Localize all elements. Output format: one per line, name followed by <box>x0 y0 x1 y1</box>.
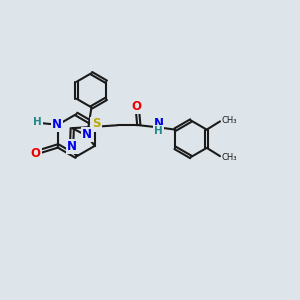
Text: N: N <box>82 128 92 141</box>
Text: CH₃: CH₃ <box>221 152 237 161</box>
Text: H: H <box>154 126 163 136</box>
Text: N: N <box>91 118 101 131</box>
Text: N: N <box>52 118 61 131</box>
Text: O: O <box>132 100 142 112</box>
Text: N: N <box>154 117 164 130</box>
Text: N: N <box>67 140 76 153</box>
Text: S: S <box>92 117 101 130</box>
Text: O: O <box>31 147 41 160</box>
Text: H: H <box>33 117 42 127</box>
Text: CH₃: CH₃ <box>221 116 237 125</box>
